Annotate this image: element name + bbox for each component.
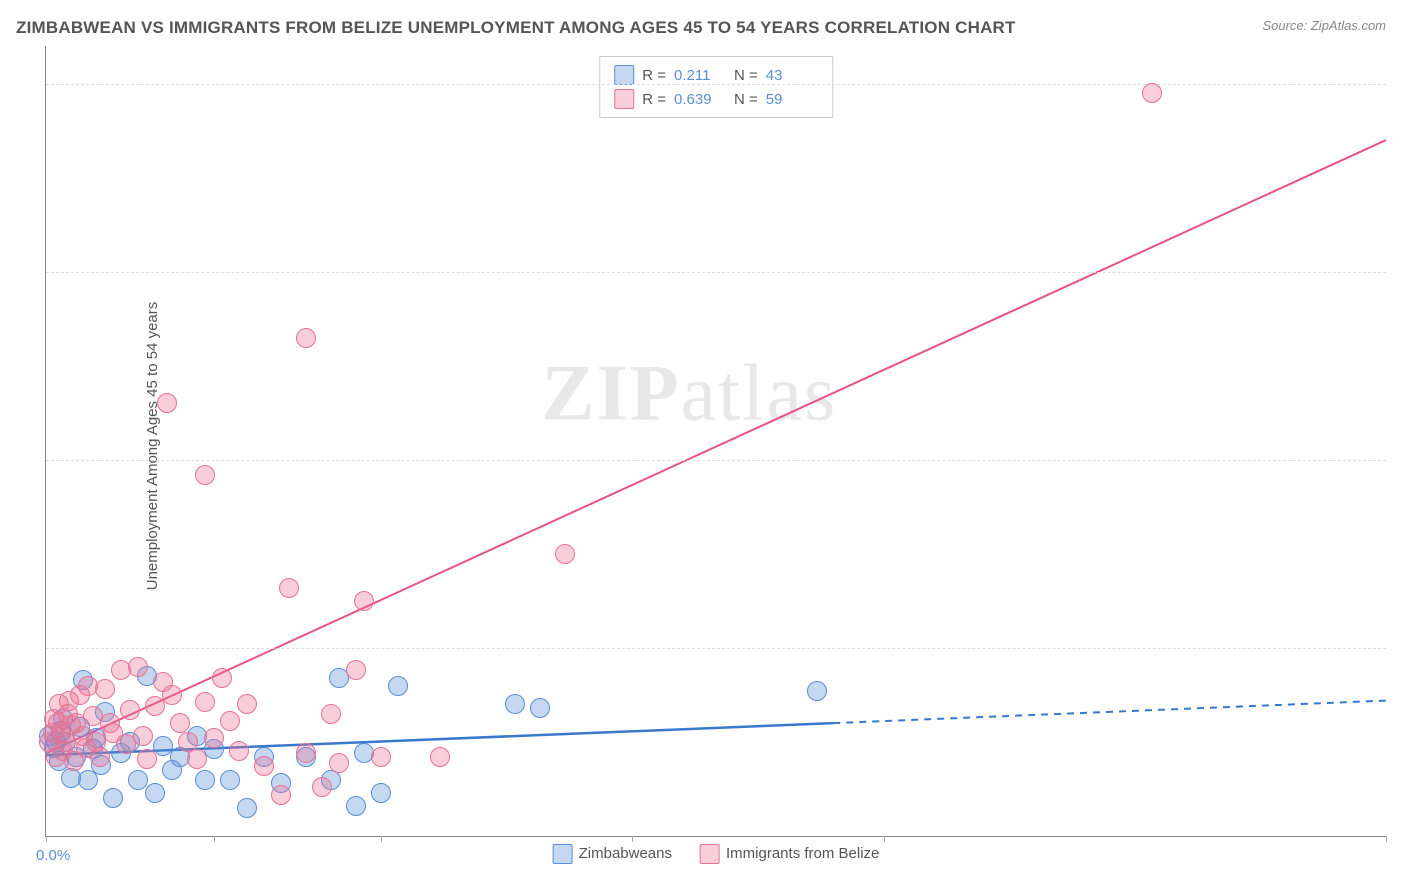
data-point [137, 749, 157, 769]
data-point [296, 328, 316, 348]
legend-swatch [614, 65, 634, 85]
data-point [312, 777, 332, 797]
data-point [296, 743, 316, 763]
data-point [145, 783, 165, 803]
stats-n-label: N = [734, 91, 758, 108]
x-tick [632, 836, 633, 842]
stats-n-label: N = [734, 67, 758, 84]
plot-area: ZIPatlas R =0.211N =43R =0.639N =59 Zimb… [45, 46, 1386, 837]
stats-r-label: R = [642, 67, 666, 84]
stats-box: R = 0.211 N = 43 R = 0.639 N = 59 [599, 56, 833, 118]
data-point [170, 713, 190, 733]
gridline [46, 84, 1386, 85]
data-point [128, 657, 148, 677]
x-tick [214, 836, 215, 842]
legend-swatch [700, 844, 720, 864]
x-tick [381, 836, 382, 842]
x-axis-start-label: 0.0% [36, 847, 70, 864]
data-point [195, 770, 215, 790]
legend-swatch [614, 89, 634, 109]
legend-label: Immigrants from Belize [726, 845, 879, 862]
data-point [95, 679, 115, 699]
trend-line-dashed [833, 701, 1386, 724]
legend-label: Zimbabweans [579, 845, 672, 862]
gridline [46, 272, 1386, 273]
trend-line [46, 140, 1386, 753]
data-point [103, 788, 123, 808]
stats-row: R = 0.639 N = 59 [614, 87, 818, 111]
stats-r-value: 0.211 [674, 67, 726, 84]
data-point [371, 747, 391, 767]
x-tick [1386, 836, 1387, 842]
data-point [1142, 83, 1162, 103]
data-point [346, 660, 366, 680]
data-point [555, 544, 575, 564]
data-point [279, 578, 299, 598]
data-point [254, 756, 274, 776]
data-point [195, 465, 215, 485]
data-point [229, 741, 249, 761]
stats-r-label: R = [642, 91, 666, 108]
data-point [329, 753, 349, 773]
data-point [162, 685, 182, 705]
data-point [530, 698, 550, 718]
x-tick [46, 836, 47, 842]
x-tick [884, 836, 885, 842]
data-point [212, 668, 232, 688]
data-point [807, 681, 827, 701]
data-point [187, 749, 207, 769]
data-point [321, 704, 341, 724]
legend-bottom: Zimbabweans Immigrants from Belize [553, 844, 880, 864]
data-point [346, 796, 366, 816]
data-point [237, 798, 257, 818]
data-point [430, 747, 450, 767]
data-point [128, 770, 148, 790]
legend-swatch [553, 844, 573, 864]
data-point [371, 783, 391, 803]
data-point [220, 770, 240, 790]
legend-item: Immigrants from Belize [700, 844, 879, 864]
data-point [195, 692, 215, 712]
source-attribution: Source: ZipAtlas.com [1262, 18, 1386, 33]
data-point [271, 785, 291, 805]
legend-item: Zimbabweans [553, 844, 672, 864]
chart-title: ZIMBABWEAN VS IMMIGRANTS FROM BELIZE UNE… [16, 18, 1016, 38]
data-point [237, 694, 257, 714]
stats-n-value: 43 [766, 67, 818, 84]
data-point [204, 728, 224, 748]
data-point [354, 591, 374, 611]
trend-lines-svg [46, 46, 1386, 836]
stats-r-value: 0.639 [674, 91, 726, 108]
data-point [157, 393, 177, 413]
data-point [120, 700, 140, 720]
data-point [505, 694, 525, 714]
data-point [133, 726, 153, 746]
stats-n-value: 59 [766, 91, 818, 108]
data-point [388, 676, 408, 696]
data-point [220, 711, 240, 731]
data-point [90, 747, 110, 767]
gridline [46, 460, 1386, 461]
gridline [46, 648, 1386, 649]
